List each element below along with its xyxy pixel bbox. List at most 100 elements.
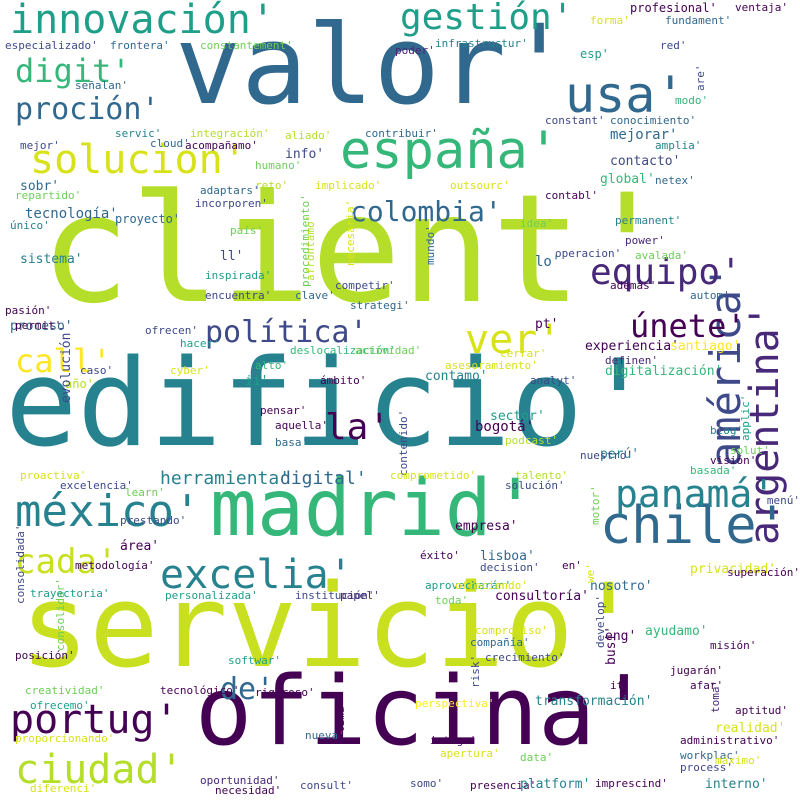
word-usa: usa' — [565, 66, 686, 124]
cloud-word: digitalización' — [605, 364, 723, 379]
cloud-word: ll' — [220, 249, 244, 264]
word-edificio: edificio' — [5, 335, 656, 474]
cloud-word: experiencia' — [585, 339, 679, 354]
cloud-word: institución' — [295, 589, 375, 602]
cloud-word: además' — [610, 279, 657, 292]
cloud-word: sobr' — [20, 179, 60, 194]
cloud-word: ofreciendo' — [455, 579, 528, 592]
cloud-word: señalan' — [75, 79, 128, 92]
cloud-word: frontera' — [110, 39, 170, 52]
word-mexico: méxico' — [15, 486, 201, 537]
cloud-word: basa' — [275, 436, 309, 449]
cloud-word: consult' — [300, 779, 353, 792]
cloud-word: modo' — [675, 94, 709, 107]
word-cada: cada' — [15, 542, 118, 582]
cloud-word: mejor' — [20, 139, 60, 152]
word-digit: digit' — [15, 52, 131, 90]
cloud-word: empresa' — [455, 519, 518, 534]
cloud-word: país' — [230, 224, 264, 237]
cloud-word: área' — [120, 539, 160, 554]
cloud-word: blog' — [710, 424, 744, 437]
cloud-word: crecimiento' — [485, 651, 565, 664]
cloud-word: riguroso' — [255, 686, 315, 699]
cloud-word: consultoría' — [495, 589, 589, 604]
cloud-word: evolución' — [59, 324, 74, 403]
cloud-word: talento' — [515, 469, 568, 482]
cloud-word: único' — [10, 219, 50, 232]
cloud-word: nosotro' — [590, 579, 653, 594]
word-client: client' — [40, 163, 673, 337]
cloud-word: adaptars' — [200, 184, 260, 197]
cloud-word: hacer' — [180, 337, 220, 350]
cloud-word: permit' — [15, 319, 62, 332]
cloud-word: aprovecharán' — [425, 579, 512, 592]
cloud-word: contabl' — [545, 189, 598, 202]
cloud-word: oportunidad' — [200, 774, 280, 787]
cloud-word: netex' — [655, 174, 695, 187]
cloud-word: papel' — [340, 589, 380, 602]
cloud-word: superación' — [727, 566, 800, 579]
cloud-word: acompañamo' — [185, 139, 258, 152]
cloud-word: lo' — [535, 254, 561, 270]
cloud-word: contamo' — [425, 369, 488, 384]
word-servicio: servicio' — [20, 560, 644, 694]
cloud-word: definen' — [605, 354, 658, 367]
cloud-word: especializado' — [5, 39, 98, 52]
cloud-word: integr' — [430, 734, 477, 747]
word-innovacion: innovación' — [10, 0, 275, 43]
cloud-word: herramienta' — [160, 468, 291, 489]
cloud-word: privacidad' — [690, 562, 777, 577]
cloud-word: realidad' — [715, 721, 786, 736]
cloud-word: prestando' — [120, 514, 187, 527]
cloud-word: ámbito' — [320, 374, 367, 387]
word-unete: únete' — [630, 307, 746, 345]
cloud-word: solut' — [730, 444, 770, 457]
cloud-word: nueva' — [305, 729, 345, 742]
cloud-word: applic' — [739, 394, 752, 442]
word-espana: españa' — [340, 121, 560, 181]
cloud-word: info' — [285, 147, 325, 162]
cloud-word: ii' — [245, 374, 269, 389]
cloud-word: clave' — [295, 289, 335, 302]
cloud-word: administrativo' — [680, 734, 780, 747]
cloud-word: risk' — [469, 654, 482, 688]
cloud-word: constant' — [545, 114, 605, 127]
cloud-word: perú' — [600, 447, 640, 462]
cloud-word: aliado' — [285, 129, 332, 142]
word-de: de' — [220, 672, 275, 707]
cloud-word: servic' — [115, 127, 162, 140]
cloud-word: éxito' — [420, 549, 460, 562]
cloud-word: aquella' — [275, 419, 328, 432]
cloud-word: avalada' — [635, 249, 688, 262]
cloud-word: necesidad' — [215, 784, 282, 797]
cloud-word: santiago' — [670, 339, 741, 354]
cloud-word: platform' — [520, 777, 591, 792]
word-ver: ver' — [465, 317, 562, 363]
cloud-word: toda' — [435, 594, 469, 607]
cloud-word: ayudamo' — [645, 624, 708, 639]
cloud-word: inspirada' — [205, 269, 272, 282]
cloud-word: profesional' — [630, 1, 717, 15]
cloud-word: process' — [680, 761, 733, 774]
cloud-word: tecnología' — [25, 206, 118, 222]
cloud-word: diferenci' — [30, 782, 97, 795]
word-ciudad: ciudad' — [15, 747, 184, 793]
cloud-word: sistema' — [20, 252, 83, 267]
word-portug: portug' — [10, 697, 179, 743]
cloud-word: posición' — [15, 649, 75, 662]
cloud-word: caso' — [80, 364, 114, 377]
word-chile: chile' — [600, 496, 788, 556]
cloud-word: busi' — [604, 625, 619, 665]
word-excelia: excelia' — [160, 552, 353, 598]
cloud-word: eng' — [605, 629, 637, 644]
cloud-word: analyt' — [530, 374, 577, 387]
cloud-word: nuestro' — [580, 449, 633, 462]
cloud-word: comprometido' — [390, 469, 477, 482]
cloud-word: strategi' — [350, 299, 410, 312]
cloud-word: outsourc' — [450, 179, 510, 192]
cloud-word: mundo' — [424, 224, 437, 265]
cloud-word: ofrecemo' — [30, 699, 90, 712]
cloud-word: necesaria' — [344, 199, 357, 266]
cloud-word: tecnológico' — [160, 684, 240, 697]
